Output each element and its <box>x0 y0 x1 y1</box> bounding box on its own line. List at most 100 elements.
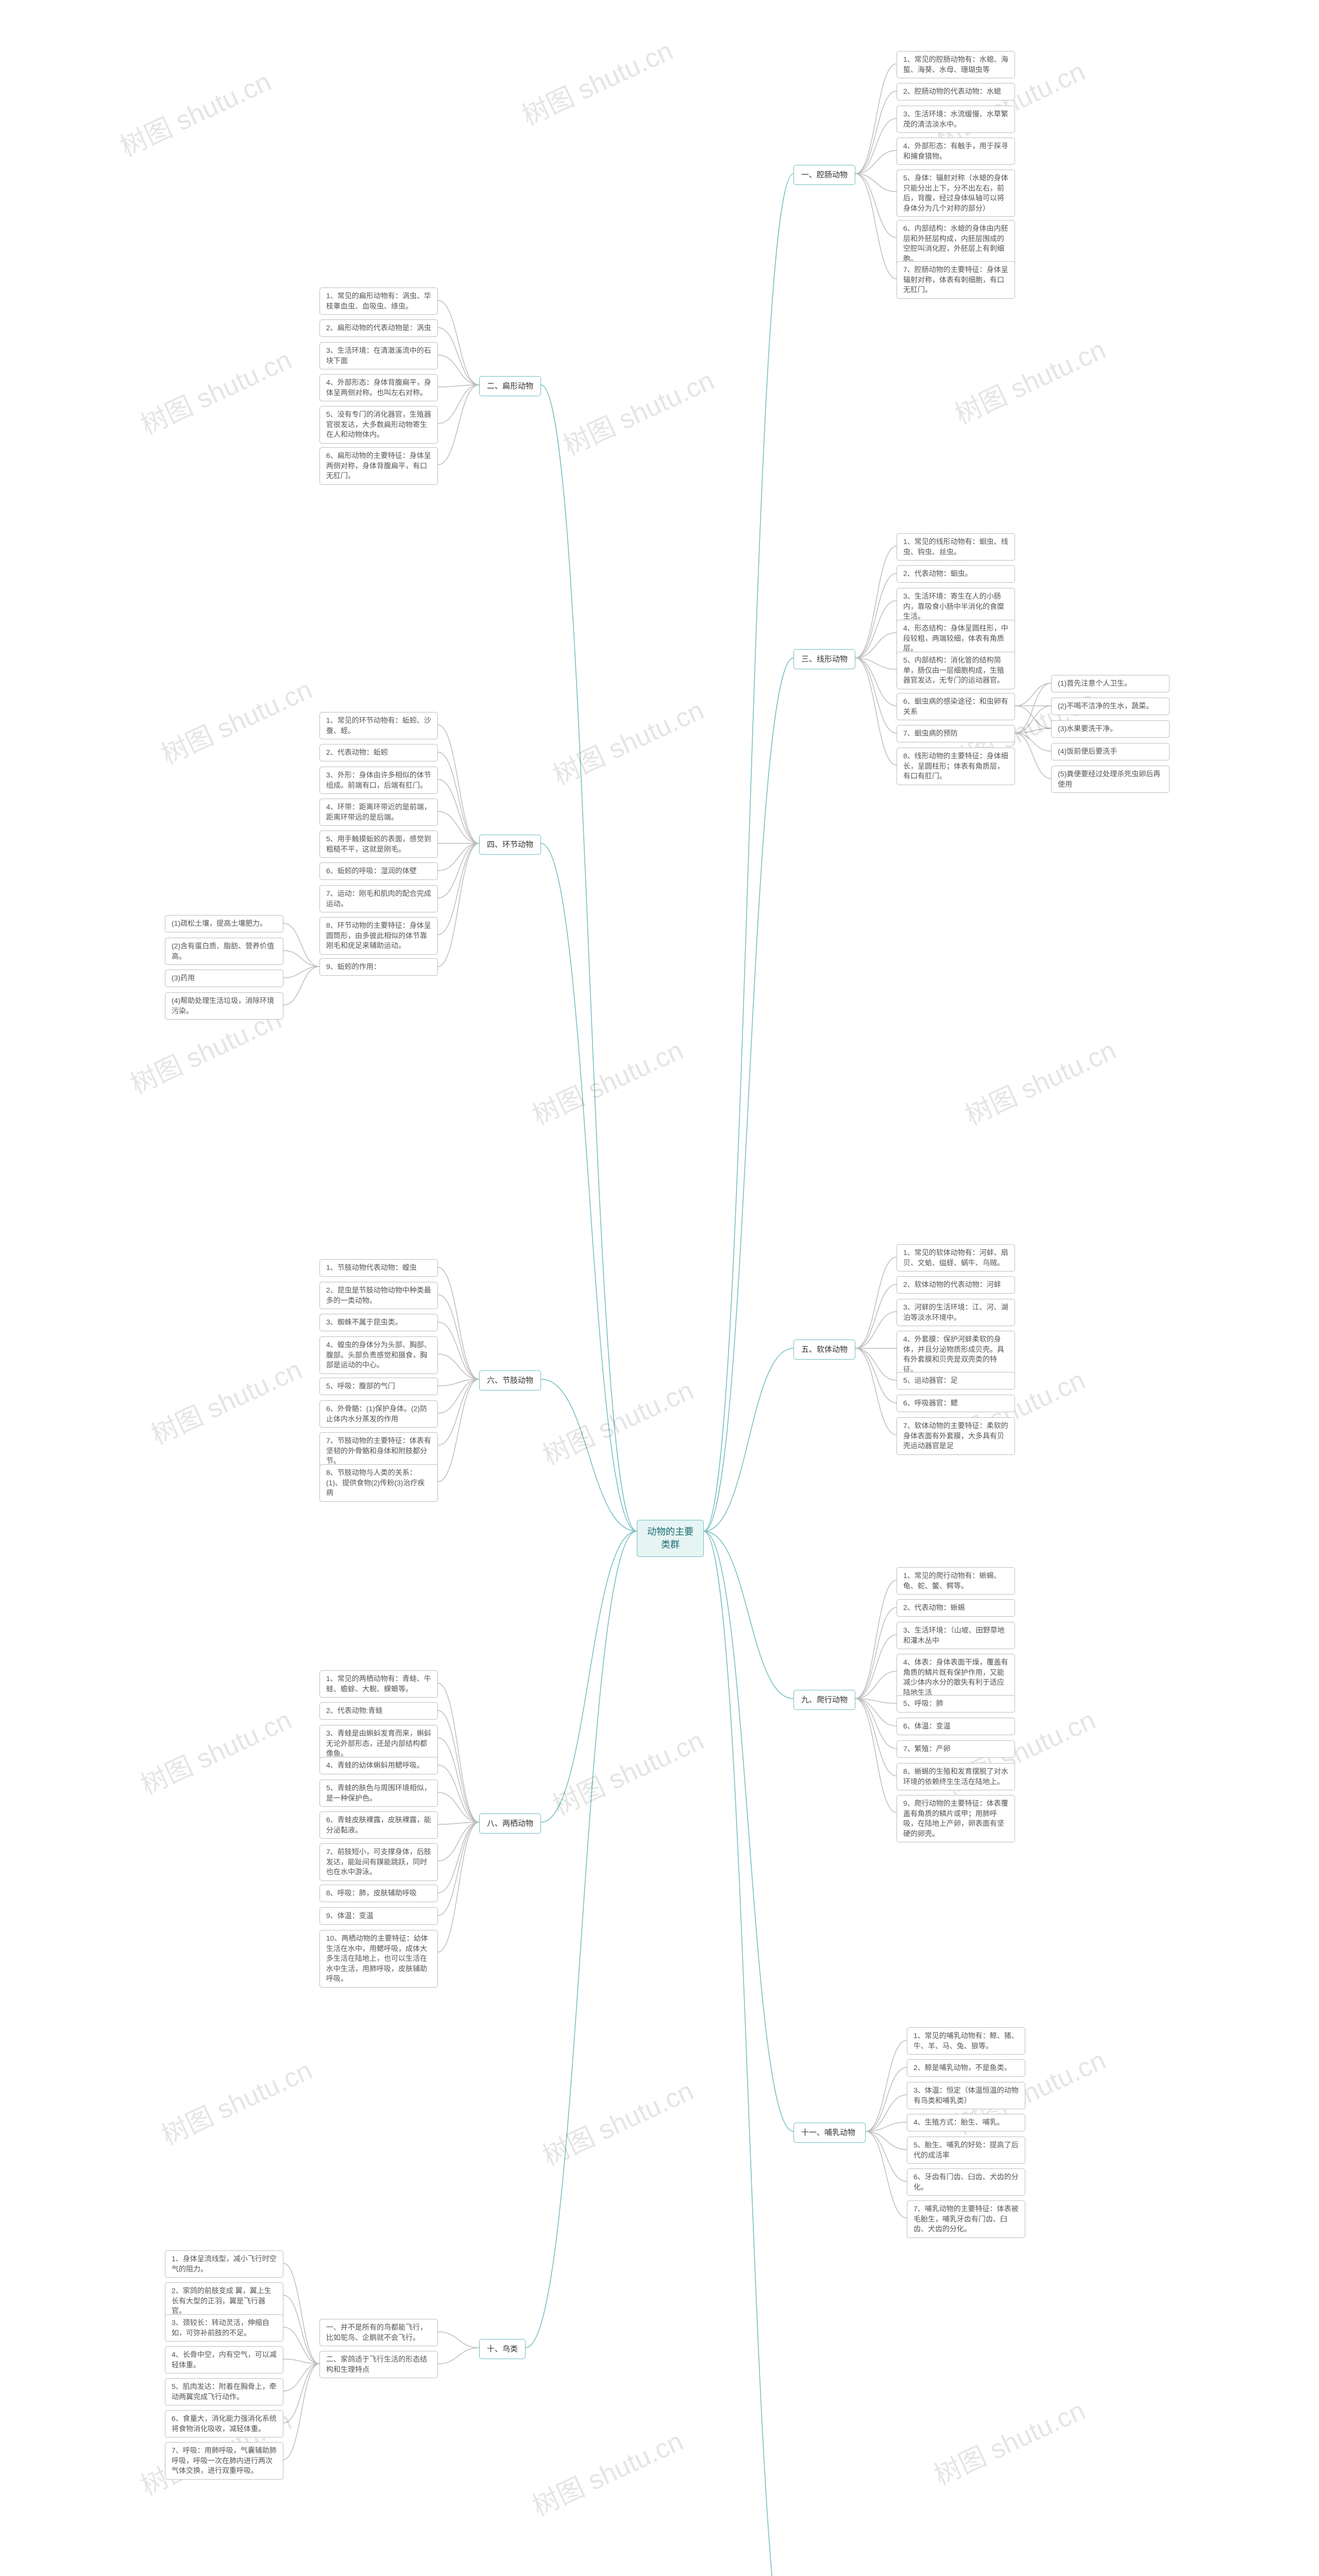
sub2-b3-1: (2)不喝不洁净的生水，蔬菜。 <box>1051 698 1170 715</box>
branch-b2: 二、扁形动物 <box>479 376 541 396</box>
sub-b10-6: 7、呼吸：用肺呼吸，气囊辅助肺呼吸，呼吸一次在肺内进行两次气体交换，进行双重呼吸… <box>165 2442 283 2480</box>
branch-b4: 四、环节动物 <box>479 835 541 855</box>
branch-b6: 六、节肢动物 <box>479 1370 541 1391</box>
leaf-b9-0: 1、常见的爬行动物有：蜥蜴、龟、蛇、鳖、鳄等。 <box>897 1567 1015 1595</box>
leaf-b2-2: 3、生活环境：在清澈溪流中的石块下面 <box>319 342 438 369</box>
sub-b10-0: 1、身体呈流线型，减小飞行时空气的阻力。 <box>165 2250 283 2278</box>
leaf-b4-3: 4、环带：距离环带近的是前端，距离环带远的是后端。 <box>319 799 438 826</box>
leaf-b2-3: 4、外部形态：身体背腹扁平，身体呈两侧对称。也叫左右对称。 <box>319 374 438 401</box>
leaf-b9-7: 8、蜥蜴的生殖和发育摆脱了对水环境的依赖终生生活在陆地上。 <box>897 1763 1015 1790</box>
leaf-b11-1: 2、鲸是哺乳动物，不是鱼类。 <box>907 2059 1025 2077</box>
leaf-b8-0: 1、常见的两栖动物有：青蛙、牛蛙、蟾蜍、大鲵、蝾螈等。 <box>319 1670 438 1698</box>
leaf-b9-5: 6、体温：变温 <box>897 1718 1015 1735</box>
leaf-b11-5: 6、牙齿有门齿、臼齿、犬齿的分化。 <box>907 2168 1025 2196</box>
leaf-b8-8: 9、体温：变温 <box>319 1907 438 1925</box>
mindmap-canvas: 树图 shutu.cn 树图 shutu.cn 树图 shutu.cn 树图 shut… <box>0 0 1319 2576</box>
watermark: 树图 shutu.cn <box>535 2070 699 2173</box>
leaf-b9-6: 7、繁殖：产卵 <box>897 1740 1015 1758</box>
leaf-b1-1: 2、腔肠动物的代表动物：水螅 <box>897 83 1015 100</box>
leaf-b4-6: 7、运动：刚毛和肌肉的配合完成运动。 <box>319 885 438 912</box>
branch-b1: 一、腔肠动物 <box>793 165 855 185</box>
watermark: 树图 shutu.cn <box>927 2389 1090 2493</box>
watermark: 树图 shutu.cn <box>133 338 297 442</box>
leaf-b5-3: 4、外套膜：保护河蚌柔软的身体，并且分泌物质形成贝壳。具有外套膜和贝壳是双壳类的… <box>897 1331 1015 1378</box>
leaf-b2-5: 6、扁形动物的主要特征：身体呈两侧对称，身体背腹扁平，有口无肛门。 <box>319 447 438 485</box>
watermark: 树图 shutu.cn <box>546 689 709 792</box>
branch-b11: 十一、哺乳动物 <box>793 2123 866 2143</box>
leaf-b1-0: 1、常见的腔肠动物有：水螅、海蜇、海葵、水母、珊瑚虫等 <box>897 51 1015 78</box>
watermark: 树图 shutu.cn <box>113 60 276 164</box>
leaf-b3-4: 5、内部结构：消化管的结构简单，肠仅由一层细胞构成，生殖器官发达，无专门的运动器… <box>897 652 1015 689</box>
branch-b10: 十、鸟类 <box>479 2339 526 2359</box>
watermark: 树图 shutu.cn <box>154 2049 317 2153</box>
sub-b4-1: (2)含有蛋白质、脂肪、营养价值高。 <box>165 938 283 965</box>
sub2-b3-4: (5)粪便要经过处理杀死虫卵后再使用 <box>1051 766 1170 793</box>
leaf-b9-4: 5、呼吸：肺 <box>897 1695 1015 1713</box>
leaf-b3-1: 2、代表动物：蛔虫。 <box>897 565 1015 583</box>
leaf-b1-2: 3、生活环境：水流缓慢、水草繁茂的清洁淡水中。 <box>897 106 1015 133</box>
edges-layer <box>0 0 1319 2576</box>
leaf-b3-7: 8、线形动物的主要特征：身体细长，呈圆柱形；体表有角质层，有口有肛门。 <box>897 748 1015 785</box>
leaf-b6-5: 6、外骨骼：(1)保护身体。(2)防止体内水分蒸发的作用 <box>319 1400 438 1428</box>
leaf-b1-3: 4、外部形态：有触手，用于探寻和捕食猎物。 <box>897 138 1015 165</box>
leaf-b1-6: 7、腔肠动物的主要特征：身体呈辐射对称，体表有刺细胞，有口无肛门。 <box>897 261 1015 299</box>
leaf-b8-9: 10、两栖动物的主要特征：幼体生活在水中，用鳃呼吸，成体大多生活在陆地上，也可以… <box>319 1930 438 1988</box>
sub-b10-4: 5、肌肉发达：附着在胸骨上，牵动两翼完成飞行动作。 <box>165 2378 283 2405</box>
sub-b4-3: (4)帮助处理生活垃圾，消除环境污染。 <box>165 992 283 1020</box>
leaf-b4-1: 2、代表动物：蚯蚓 <box>319 744 438 761</box>
leaf-b6-4: 5、呼吸：腹部的气门 <box>319 1378 438 1395</box>
leaf-b8-1: 2、代表动物:青蛙 <box>319 1702 438 1720</box>
leaf-b6-7: 8、节肢动物与人类的关系：(1)、提供食物(2)传粉(3)治疗疾病 <box>319 1464 438 1502</box>
leaf-b5-4: 5、运动器官：足 <box>897 1372 1015 1389</box>
watermark: 树图 shutu.cn <box>556 359 719 463</box>
leaf-b11-3: 4、生殖方式：胎生、哺乳。 <box>907 2114 1025 2131</box>
sub-b4-0: (1)疏松土壤，提高土壤肥力。 <box>165 915 283 933</box>
leaf-b4-2: 3、外形：身体由许多相似的体节组成。前端有口，后端有肛门。 <box>319 767 438 794</box>
leaf-b1-4: 5、身体：辐射对称（水螅的身体只能分出上下，分不出左右，前后，背腹，经过身体纵轴… <box>897 170 1015 217</box>
leaf-b11-0: 1、常见的哺乳动物有：鲸、猪、牛、羊、马、兔、狼等。 <box>907 2027 1025 2055</box>
watermark: 树图 shutu.cn <box>144 1348 307 1452</box>
leaf-b3-5: 6、蛔虫病的感染途径：和虫卵有关系 <box>897 693 1015 720</box>
leaf-b9-3: 4、体表：身体表面干燥，覆盖有角质的鳞片既有保护作用，又能减少体内水分的散失有利… <box>897 1654 1015 1701</box>
sub-b10-3: 4、长骨中空，内有空气，可以减轻体重。 <box>165 2346 283 2374</box>
sub2-b3-2: (3)水果要洗干净。 <box>1051 720 1170 738</box>
leaf-b1-5: 6、内部结构：水螅的身体由内胚层和外胚层构成，内胚层围成的空腔叫消化腔，外胚层上… <box>897 220 1015 267</box>
watermark: 树图 shutu.cn <box>525 1029 688 1132</box>
watermark: 树图 shutu.cn <box>133 1699 297 1802</box>
leaf-b10-0: 一、并不是所有的鸟都能飞行，比如鸵鸟、企鹅就不会飞行。 <box>319 2319 438 2346</box>
leaf-b8-3: 4、青蛙的幼体蝌蚪用鳃呼吸。 <box>319 1757 438 1774</box>
watermark: 树图 shutu.cn <box>948 328 1111 432</box>
leaf-b6-1: 2、昆虫是节肢动物动物中种类最多的一类动物。 <box>319 1282 438 1309</box>
sub-b10-5: 6、食量大，消化能力强消化系统将食物消化吸收，减轻体重。 <box>165 2410 283 2437</box>
leaf-b9-8: 9、爬行动物的主要特征：体表覆盖有角质的鳞片或甲；用肺呼吸，在陆地上产卵，卵表面… <box>897 1795 1015 1842</box>
watermark: 树图 shutu.cn <box>525 2420 688 2523</box>
leaf-b3-0: 1、常见的线形动物有：蛔虫、线虫、钩虫、丝虫。 <box>897 533 1015 561</box>
leaf-b11-4: 5、胎生、哺乳的好处：提高了后代的成活率 <box>907 2137 1025 2164</box>
watermark: 树图 shutu.cn <box>958 1029 1121 1132</box>
sub2-b3-3: (4)饭前便后要洗手 <box>1051 743 1170 760</box>
leaf-b2-1: 2、扁形动物的代表动物是：涡虫 <box>319 319 438 337</box>
leaf-b8-5: 6、青蛙皮肤裸露，皮肤裸露，能分泌黏液。 <box>319 1811 438 1839</box>
root-node: 动物的主要类群 <box>637 1520 704 1557</box>
leaf-b2-4: 5、没有专门的消化器官，生殖器官很发达，大多数扁形动物寄生在人和动物体内。 <box>319 406 438 444</box>
leaf-b5-1: 2、软体动物的代表动物：河蚌 <box>897 1276 1015 1294</box>
leaf-b5-6: 7、软体动物的主要特征：柔软的身体表面有外套膜，大多具有贝壳运动器官是足 <box>897 1417 1015 1455</box>
leaf-b5-5: 6、呼吸器官：鳃 <box>897 1395 1015 1412</box>
leaf-b5-2: 3、河蚌的生活环境：江、河、湖泊等淡水环境中。 <box>897 1299 1015 1326</box>
leaf-b6-2: 3、蜘蛛不属于昆虫类。 <box>319 1314 438 1331</box>
sub-b10-2: 3、颈较长：转动灵活，伸缩自如，可弥补前肢的不足。 <box>165 2314 283 2342</box>
leaf-b6-3: 4、蝗虫的身体分为头部、胸部、腹部。头部负责感觉和摄食，胸部是运动的中心。 <box>319 1336 438 1374</box>
leaf-b10-1: 二、家鸽适于飞行生活的形态结构和生理特点 <box>319 2351 438 2378</box>
leaf-b5-0: 1、常见的软体动物有：河蚌、扇贝、文蛤、缢蛏、蜗牛、乌贼。 <box>897 1244 1015 1272</box>
leaf-b4-0: 1、常见的环节动物有：蚯蚓、沙蚕、蛭。 <box>319 712 438 739</box>
leaf-b11-2: 3、体温：恒定（体温恒温的动物有鸟类和哺乳类） <box>907 2082 1025 2109</box>
leaf-b11-6: 7、哺乳动物的主要特征：体表被毛胎生，哺乳牙齿有门齿、臼齿、犬齿的分化。 <box>907 2200 1025 2238</box>
sub-b4-2: (3)药用 <box>165 970 283 987</box>
leaf-b2-0: 1、常见的扁形动物有：涡虫、华枝睾血虫、血吸虫、绦虫。 <box>319 287 438 315</box>
leaf-b6-0: 1、节肢动物代表动物：蝗虫 <box>319 1259 438 1277</box>
leaf-b4-4: 5、用手触摸蚯蚓的表面，感觉到粗糙不平，这就是刚毛。 <box>319 831 438 858</box>
branch-b3: 三、线形动物 <box>793 649 855 669</box>
branch-b5: 五、软体动物 <box>793 1340 855 1360</box>
watermark: 树图 shutu.cn <box>515 29 678 133</box>
leaf-b4-5: 6、蚯蚓的呼吸：湿润的体壁 <box>319 862 438 880</box>
